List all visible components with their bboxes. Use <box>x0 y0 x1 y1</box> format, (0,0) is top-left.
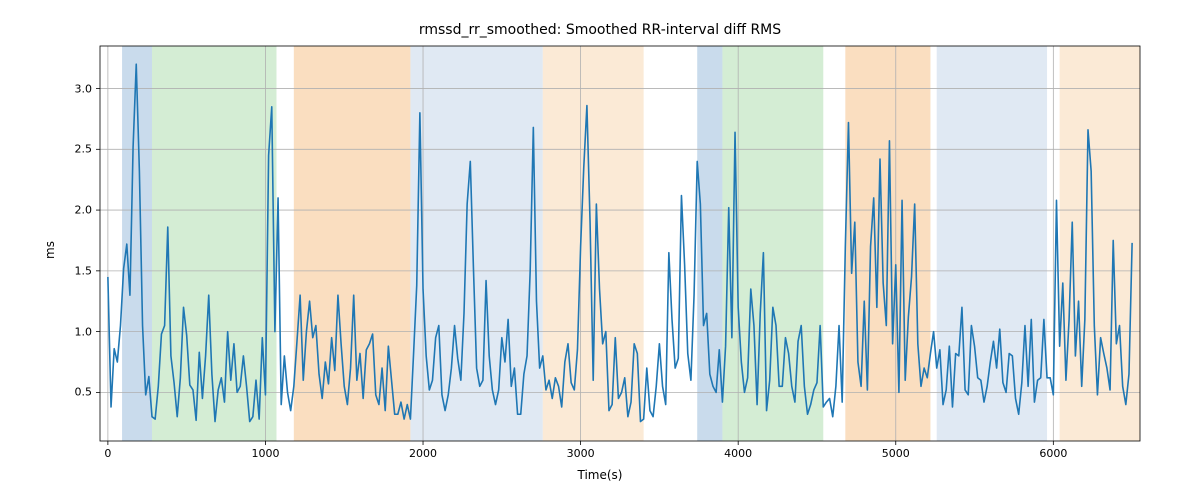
y-tick-label: 1.0 <box>75 325 93 338</box>
y-tick-label: 0.5 <box>75 386 93 399</box>
chart-title: rmssd_rr_smoothed: Smoothed RR-interval … <box>0 22 1200 38</box>
x-axis-label: Time(s) <box>0 468 1200 482</box>
y-tick-label: 2.5 <box>75 143 93 156</box>
band <box>543 46 644 441</box>
y-tick-label: 3.0 <box>75 82 93 95</box>
plot-axes: 01000200030004000500060000.51.01.52.02.5… <box>100 46 1140 441</box>
band <box>152 46 276 441</box>
y-tick-label: 2.0 <box>75 204 93 217</box>
y-tick-label: 1.5 <box>75 264 93 277</box>
y-axis-label: ms <box>43 241 57 259</box>
band <box>294 46 411 441</box>
x-tick-label: 2000 <box>409 447 437 460</box>
x-tick-label: 6000 <box>1039 447 1067 460</box>
plot-svg <box>100 46 1140 441</box>
x-tick-label: 1000 <box>251 447 279 460</box>
x-tick-label: 4000 <box>724 447 752 460</box>
x-tick-label: 5000 <box>882 447 910 460</box>
figure: rmssd_rr_smoothed: Smoothed RR-interval … <box>0 0 1200 500</box>
x-tick-label: 3000 <box>567 447 595 460</box>
x-tick-label: 0 <box>104 447 111 460</box>
